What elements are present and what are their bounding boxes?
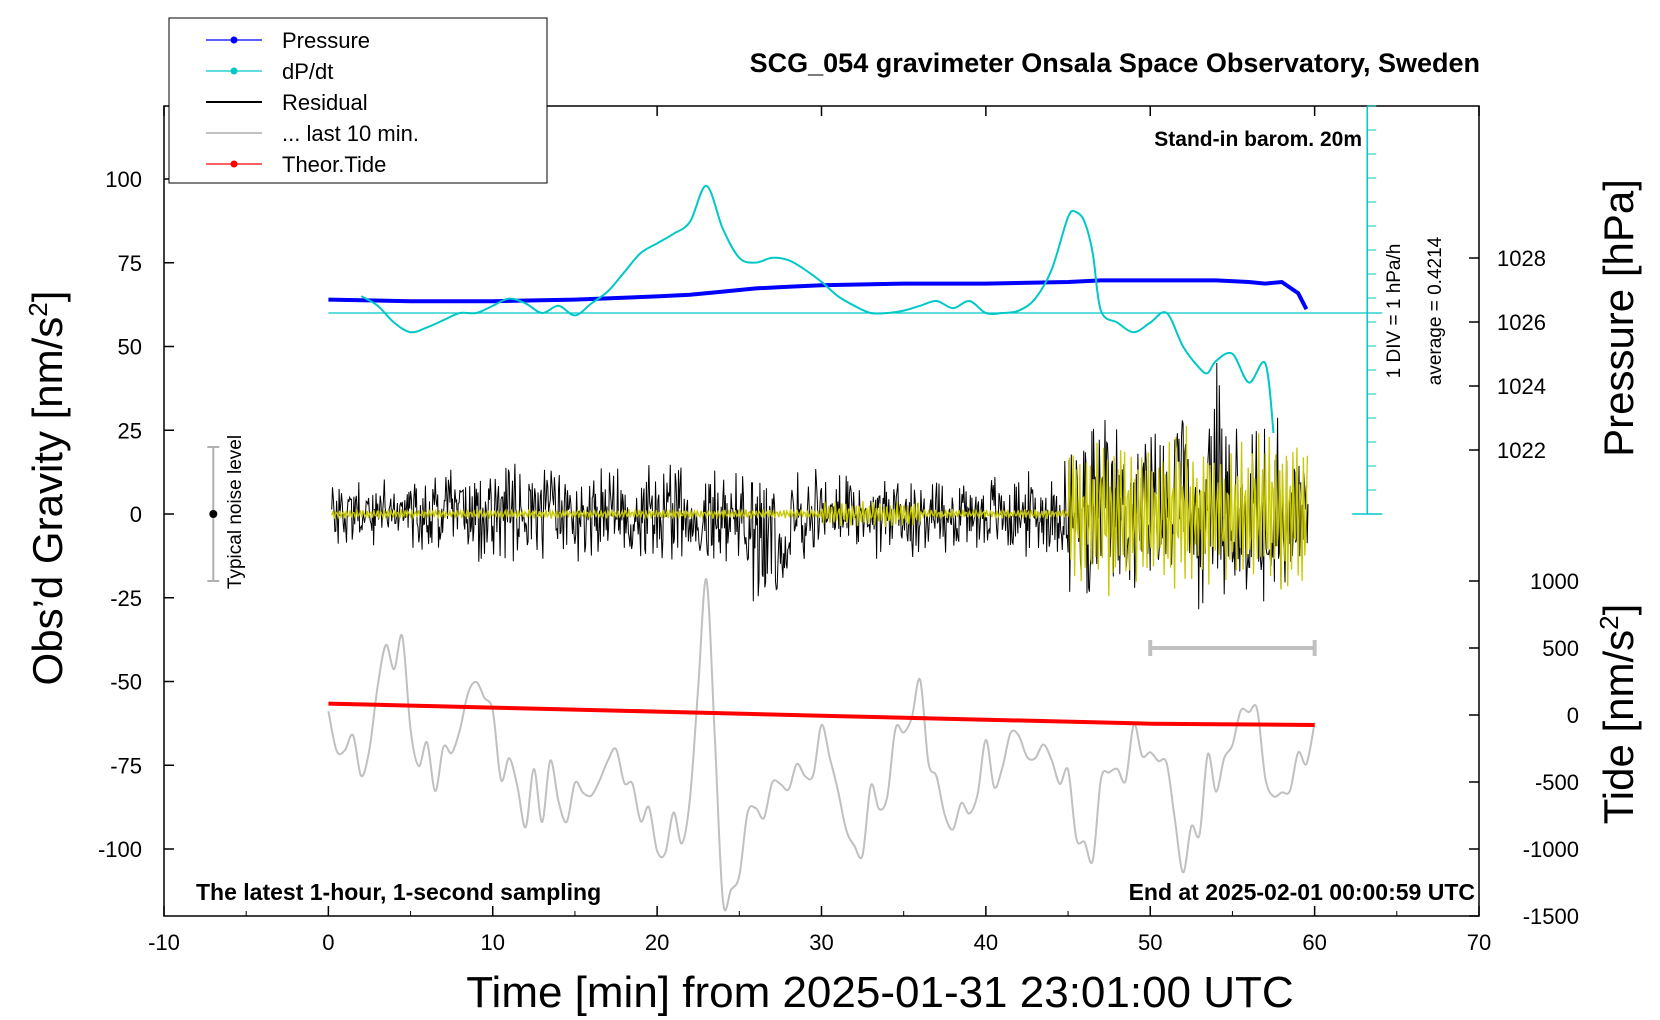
legend-box: [168, 17, 548, 184]
y-tick-label: 0: [130, 502, 142, 527]
y-tick-label: -100: [98, 837, 142, 862]
latest-annotation: The latest 1-hour, 1-second sampling: [196, 879, 601, 905]
chart-title: SCG_054 gravimeter Onsala Space Observat…: [750, 48, 1480, 78]
y-tick-label: 75: [118, 251, 142, 276]
series-layer: [207, 105, 1383, 912]
tide-tick-label: -1000: [1523, 837, 1579, 862]
y-tick-label: -50: [110, 670, 142, 695]
x-tick-label: 50: [1138, 930, 1162, 955]
legend-marker: [230, 160, 238, 168]
x-tick-label: 70: [1467, 930, 1491, 955]
y-axis-label-pressure: Pressure [hPa]: [1595, 179, 1642, 457]
end-time-annotation: End at 2025-02-01 00:00:59 UTC: [1129, 879, 1475, 905]
pressure-tick-label: 1022: [1497, 438, 1546, 463]
legend-label: Theor.Tide: [282, 152, 386, 177]
tide-tick-label: 0: [1567, 703, 1579, 728]
legend-label: Residual: [282, 90, 368, 115]
dpdt-series: [360, 184, 1275, 434]
last-10-min-series: [327, 578, 1316, 912]
x-tick-label: -10: [148, 930, 180, 955]
residual-series: [331, 362, 1309, 610]
y-tick-label: -75: [110, 753, 142, 778]
y-tick-label: 100: [105, 167, 142, 192]
legend: Pressure dP/dt Residual ... last 10 min. The…: [168, 17, 548, 184]
x-tick-label: 20: [645, 930, 669, 955]
tide-tick-label: -500: [1535, 770, 1579, 795]
ticks-layer: -10 0 10 20 30 40 50 60 701007550250-25-50-75-10…: [98, 106, 1579, 955]
y-tick-label: 25: [118, 418, 142, 443]
tide-tick-label: 500: [1542, 636, 1579, 661]
tide-tick-label: 1000: [1530, 569, 1579, 594]
legend-label: dP/dt: [282, 59, 333, 84]
legend-label: ... last 10 min.: [282, 121, 419, 146]
filtered-residual-series: [331, 425, 1309, 597]
pressure-tick-label: 1026: [1497, 310, 1546, 335]
x-tick-label: 60: [1302, 930, 1326, 955]
x-tick-label: 0: [322, 930, 334, 955]
y-axis-label-gravity: Obs’d Gravity [nm/s2]: [23, 291, 71, 686]
legend-marker: [230, 67, 238, 75]
y-tick-label: -25: [110, 586, 142, 611]
theoretical-tide-series: [328, 701, 1315, 727]
pressure-tick-label: 1024: [1497, 374, 1546, 399]
x-tick-label: 10: [481, 930, 505, 955]
average-annotation: average = 0.4214: [1425, 236, 1446, 385]
stand-in-annotation: Stand-in barom. 20m: [1154, 128, 1362, 151]
x-axis-label: Time [min] from 2025-01-31 23:01:00 UTC: [466, 968, 1293, 1017]
x-tick-label: 40: [974, 930, 998, 955]
pressure-series: [328, 278, 1309, 311]
x-tick-label: 30: [809, 930, 833, 955]
y-tick-label: 50: [118, 335, 142, 360]
pressure-tick-label: 1028: [1497, 246, 1546, 271]
y-axis-label-tide: Tide [nm/s2]: [1594, 604, 1642, 825]
noise-level-dot: [209, 510, 218, 518]
div-annotation: 1 DIV = 1 hPa/h: [1384, 244, 1405, 379]
legend-label: Pressure: [282, 28, 370, 53]
tide-tick-label: -1500: [1523, 904, 1579, 929]
noise-level-label: Typical noise level: [225, 435, 246, 589]
legend-marker: [230, 36, 238, 44]
